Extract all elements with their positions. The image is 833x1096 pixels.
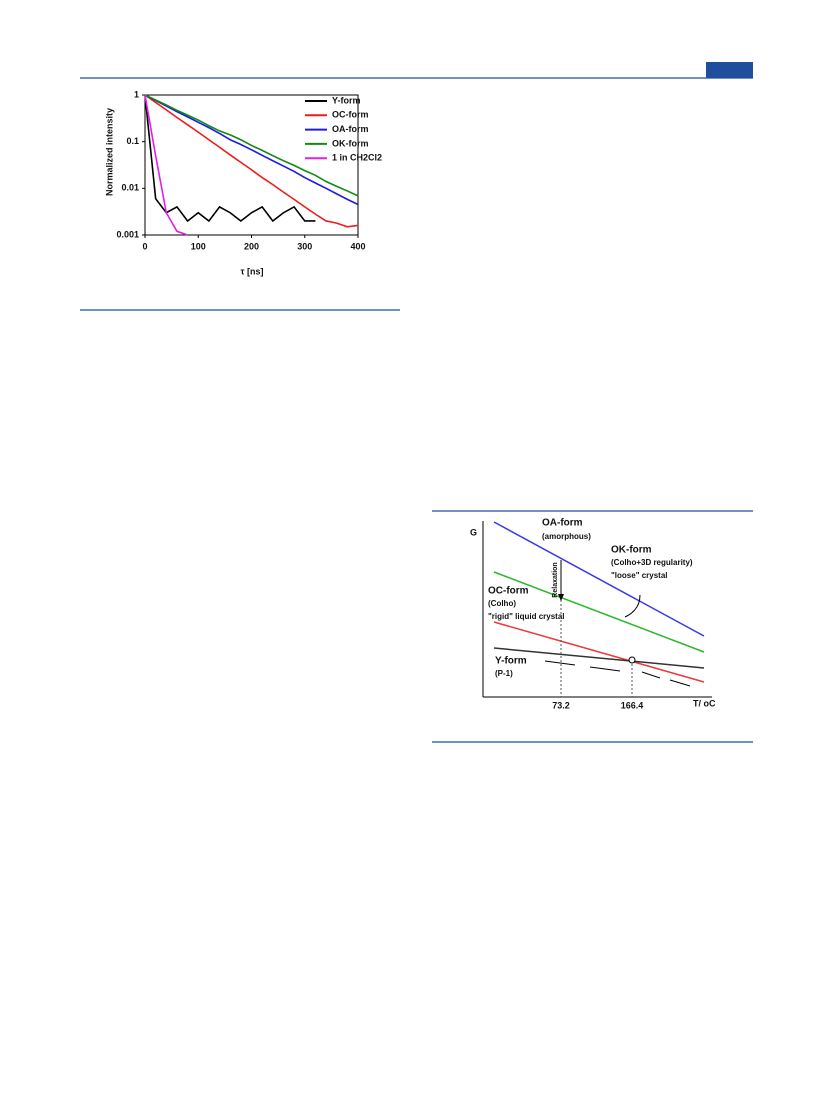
label: (P-1) <box>495 669 513 678</box>
ok-line <box>493 571 705 653</box>
label: "rigid" liquid crystal <box>488 612 565 621</box>
pointer <box>624 594 641 618</box>
series-line <box>144 94 188 236</box>
arrows <box>544 660 691 687</box>
y-line <box>493 647 705 669</box>
label: (Colho) <box>488 599 516 608</box>
energy-diagram: G T/ oC OA-form (amorphous) OK-form (Col… <box>470 518 716 711</box>
label: OC-form <box>488 586 529 597</box>
y-axis-label: Normalized intensity <box>104 108 114 196</box>
mark-label: 166.4 <box>621 700 644 710</box>
axis-label: G <box>470 527 477 537</box>
x-tick-label: 100 <box>191 241 206 251</box>
series-line <box>144 94 359 197</box>
x-tick-label: 300 <box>297 241 312 251</box>
label: (Colho+3D regularity) <box>611 558 693 567</box>
oc-line <box>493 621 705 683</box>
arrow-head <box>558 594 564 601</box>
label: "loose" crystal <box>611 571 668 580</box>
y-tick-label: 0.001 <box>116 229 139 239</box>
x-tick-label: 400 <box>350 241 365 251</box>
axis-label: T/ oC <box>693 698 716 708</box>
series-line <box>144 94 359 206</box>
oa-line <box>493 521 705 637</box>
label: (amorphous) <box>542 532 591 541</box>
y-tick-label: 0.1 <box>126 136 139 146</box>
mark-label: 73.2 <box>552 700 570 710</box>
x-axis-label: τ [ns] <box>240 266 263 276</box>
series-line <box>144 94 359 228</box>
y-tick-label: 0.01 <box>121 183 139 193</box>
label: OA-form <box>542 518 583 529</box>
x-tick-label: 0 <box>142 241 147 251</box>
x-tick-label: 200 <box>244 241 259 251</box>
label: Y-form <box>495 656 527 667</box>
crossing <box>628 656 636 664</box>
legend-label: Y-form <box>332 95 361 105</box>
y-tick-label: 1 <box>134 89 139 99</box>
label: OK-form <box>611 545 652 556</box>
legend-label: OA-form <box>332 124 369 134</box>
label: Relaxation <box>552 562 559 597</box>
legend-label: OK-form <box>332 138 369 148</box>
legend-label: OC-form <box>332 110 369 120</box>
series-line <box>144 94 316 223</box>
legend-label: 1 in CH2Cl2 <box>332 153 382 163</box>
header-box <box>706 62 753 78</box>
